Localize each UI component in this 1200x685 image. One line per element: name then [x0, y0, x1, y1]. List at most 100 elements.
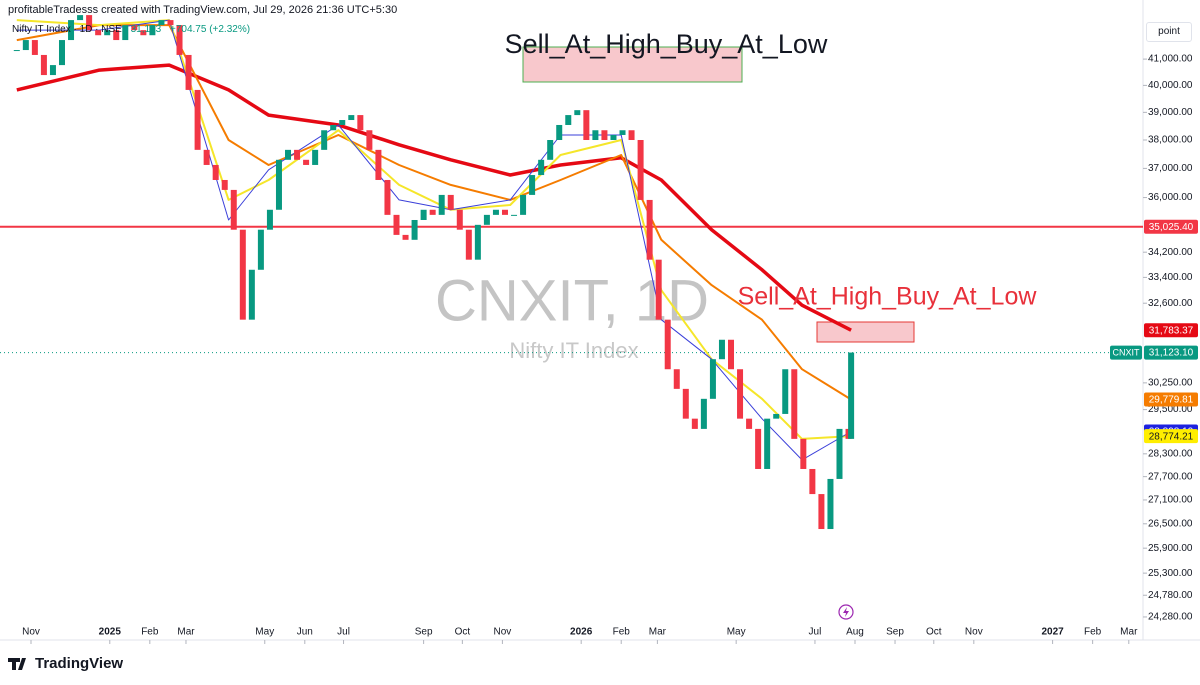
- x-tick-label: Jul: [809, 627, 822, 638]
- candle: [212, 164, 219, 180]
- candle: [809, 468, 816, 495]
- candle: [474, 224, 481, 260]
- candle: [203, 149, 210, 165]
- candle: [13, 50, 20, 52]
- candle: [140, 30, 147, 36]
- brand-logo: [8, 658, 26, 670]
- x-tick-label: Sep: [415, 627, 433, 638]
- candle: [565, 115, 572, 125]
- candle: [501, 209, 508, 215]
- candle: [700, 398, 707, 429]
- candle: [511, 214, 518, 216]
- candle: [791, 369, 798, 439]
- zone-box: [816, 321, 915, 343]
- price-tag: [1144, 323, 1198, 338]
- x-tick-label: Nov: [494, 627, 512, 638]
- watermark-title: CNXIT, 1D: [435, 268, 709, 333]
- legend-symbol: Nifty IT Index · 1D · NSE: [12, 24, 122, 35]
- y-tick-label: 24,280.00: [1148, 612, 1193, 623]
- candle: [601, 130, 608, 141]
- candle: [239, 229, 246, 320]
- x-tick-label: Jul: [337, 627, 350, 638]
- candle: [230, 189, 237, 230]
- price-tag: [1144, 429, 1198, 444]
- y-tick-label: 33,400.00: [1148, 272, 1193, 283]
- annotation: Sell_At_High_Buy_At_Low: [505, 29, 828, 59]
- candle: [321, 130, 328, 150]
- header: profitableTradesss created with TradingV…: [8, 4, 398, 16]
- candle: [438, 194, 445, 215]
- y-tick-label: 40,000.00: [1148, 80, 1193, 91]
- candle: [556, 124, 563, 141]
- price-tag: [1144, 219, 1198, 234]
- candle: [393, 214, 400, 235]
- candle: [646, 199, 653, 260]
- price-tag-label: 31,123.10: [1149, 348, 1194, 359]
- x-tick-label: Feb: [141, 627, 159, 638]
- candle: [547, 140, 554, 160]
- candle: [420, 209, 427, 220]
- legend: Nifty IT Index · 1D · NSE 31,123 +704.75…: [12, 24, 256, 35]
- candle: [104, 30, 111, 36]
- y-tick-label: 27,100.00: [1148, 495, 1193, 506]
- candle: [746, 418, 753, 429]
- candle: [800, 438, 807, 469]
- candle: [728, 339, 735, 370]
- candle: [77, 15, 84, 21]
- y-tick-label: 37,000.00: [1148, 163, 1193, 174]
- candle: [737, 369, 744, 419]
- candle: [194, 89, 201, 150]
- y-tick-label: 29,500.00: [1148, 404, 1193, 415]
- y-tick-label: 39,000.00: [1148, 107, 1193, 118]
- x-tick-label: Oct: [455, 627, 471, 638]
- symbol-tag-label: CNXIT: [1113, 347, 1141, 357]
- candle: [303, 159, 310, 165]
- candle: [655, 259, 662, 320]
- y-tick-label: 26,500.00: [1148, 518, 1193, 529]
- candle: [95, 30, 102, 36]
- x-tick-label: Jun: [297, 627, 313, 638]
- y-tick-label: 41,000.00: [1148, 54, 1193, 65]
- candle: [122, 25, 129, 41]
- candle: [818, 494, 825, 530]
- candle: [848, 352, 855, 439]
- candle: [149, 25, 156, 36]
- candle: [248, 269, 255, 320]
- candle: [483, 214, 490, 225]
- candle: [691, 418, 698, 429]
- x-tick-label: May: [727, 627, 746, 638]
- candle: [221, 179, 228, 190]
- candle: [357, 115, 364, 131]
- candle: [664, 319, 671, 370]
- candle: [709, 359, 716, 399]
- candle: [113, 30, 120, 41]
- x-tick-label: 2026: [570, 627, 593, 638]
- moving-average: [16, 24, 852, 401]
- candle: [682, 388, 689, 419]
- candle: [22, 40, 29, 51]
- price-tag-label: 31,783.37: [1149, 325, 1194, 336]
- y-tick-label: 38,000.00: [1148, 135, 1193, 146]
- candle: [574, 110, 581, 116]
- candle: [619, 130, 626, 135]
- event-icon[interactable]: [838, 604, 854, 620]
- candle: [294, 149, 301, 160]
- candle: [31, 40, 38, 55]
- x-tick-label: Oct: [926, 627, 942, 638]
- scale-button[interactable]: point: [1146, 22, 1192, 42]
- candle: [520, 194, 527, 215]
- candle: [492, 209, 499, 215]
- candle: [402, 234, 409, 240]
- x-tick-label: 2027: [1041, 627, 1064, 638]
- candle: [384, 179, 391, 215]
- x-tick-label: Nov: [965, 627, 983, 638]
- x-tick-label: Mar: [649, 627, 667, 638]
- candle: [266, 209, 273, 230]
- candle: [86, 15, 93, 31]
- candle: [628, 130, 635, 141]
- candle: [447, 194, 454, 210]
- symbol-tag: [1110, 345, 1142, 360]
- candle: [755, 428, 762, 469]
- y-tick-label: 36,000.00: [1148, 192, 1193, 203]
